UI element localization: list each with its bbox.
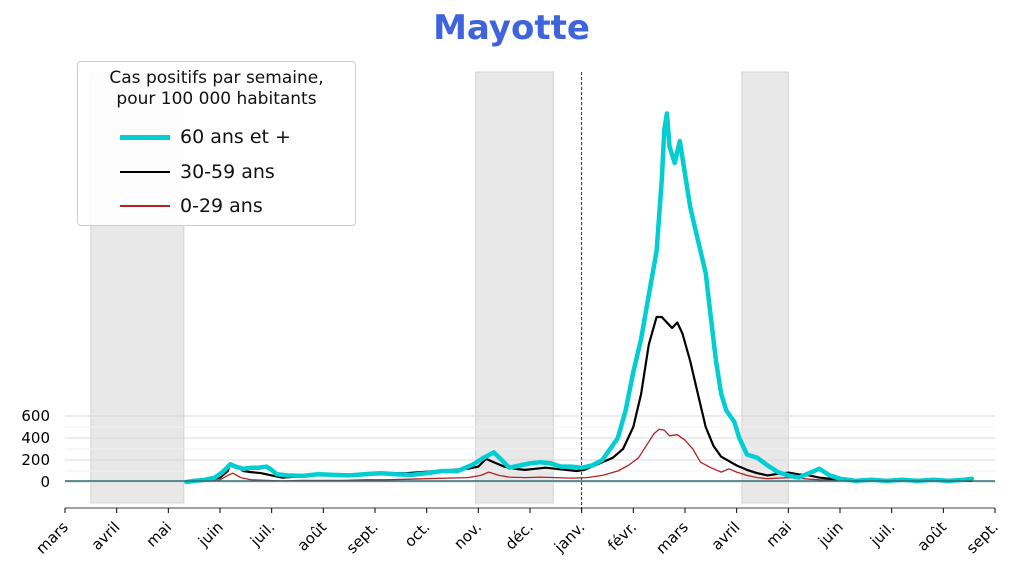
legend-title-line1: Cas positifs par semaine, [109, 68, 324, 88]
x-tick-label: oct. [401, 518, 434, 551]
chart-title: Mayotte [433, 8, 590, 48]
x-tick-label: avril [708, 518, 744, 554]
legend-swatch-0-29 [120, 205, 170, 207]
series-line-0 [184, 111, 975, 485]
x-tick-label: juil. [246, 518, 278, 550]
legend-swatch-60-plus [120, 134, 170, 140]
chart-legend: Cas positifs par semaine, pour 100 000 h… [77, 61, 356, 226]
x-tick-label: mars [652, 518, 692, 558]
y-tick-label: 600 [21, 407, 50, 425]
x-tick-label: août [914, 518, 951, 555]
y-tick-label: 200 [21, 451, 50, 469]
x-tick-label: mai [763, 518, 796, 551]
shaded-period-2 [741, 71, 789, 504]
series-line-1 [185, 315, 973, 484]
legend-title-line2: pour 100 000 habitants [116, 89, 317, 109]
y-tick-label: 400 [21, 429, 50, 447]
legend-label-60-plus: 60 ans et + [180, 126, 291, 148]
x-tick-label: mai [143, 518, 176, 551]
x-tick-label: avril [88, 518, 124, 554]
legend-label-30-59: 30-59 ans [180, 161, 275, 183]
x-tick-label: août [294, 518, 331, 555]
shaded-period-1 [475, 71, 554, 504]
x-tick-label: mars [32, 518, 72, 558]
legend-title: Cas positifs par semaine, pour 100 000 h… [78, 68, 355, 110]
x-tick-label: juin [814, 518, 847, 551]
x-tick-label: juin [194, 518, 227, 551]
x-tick-label: févr. [604, 518, 640, 554]
legend-swatch-30-59 [120, 170, 170, 174]
x-tick-label: déc. [502, 518, 537, 553]
legend-label-0-29: 0-29 ans [180, 195, 263, 217]
x-tick-label: sept. [963, 518, 1002, 557]
x-tick-label: nov. [450, 518, 485, 553]
y-tick-label: 0 [40, 473, 50, 491]
x-tick-label: sept. [343, 518, 382, 557]
x-tick-label: juil. [866, 518, 898, 550]
x-tick-label: janv. [550, 518, 588, 556]
